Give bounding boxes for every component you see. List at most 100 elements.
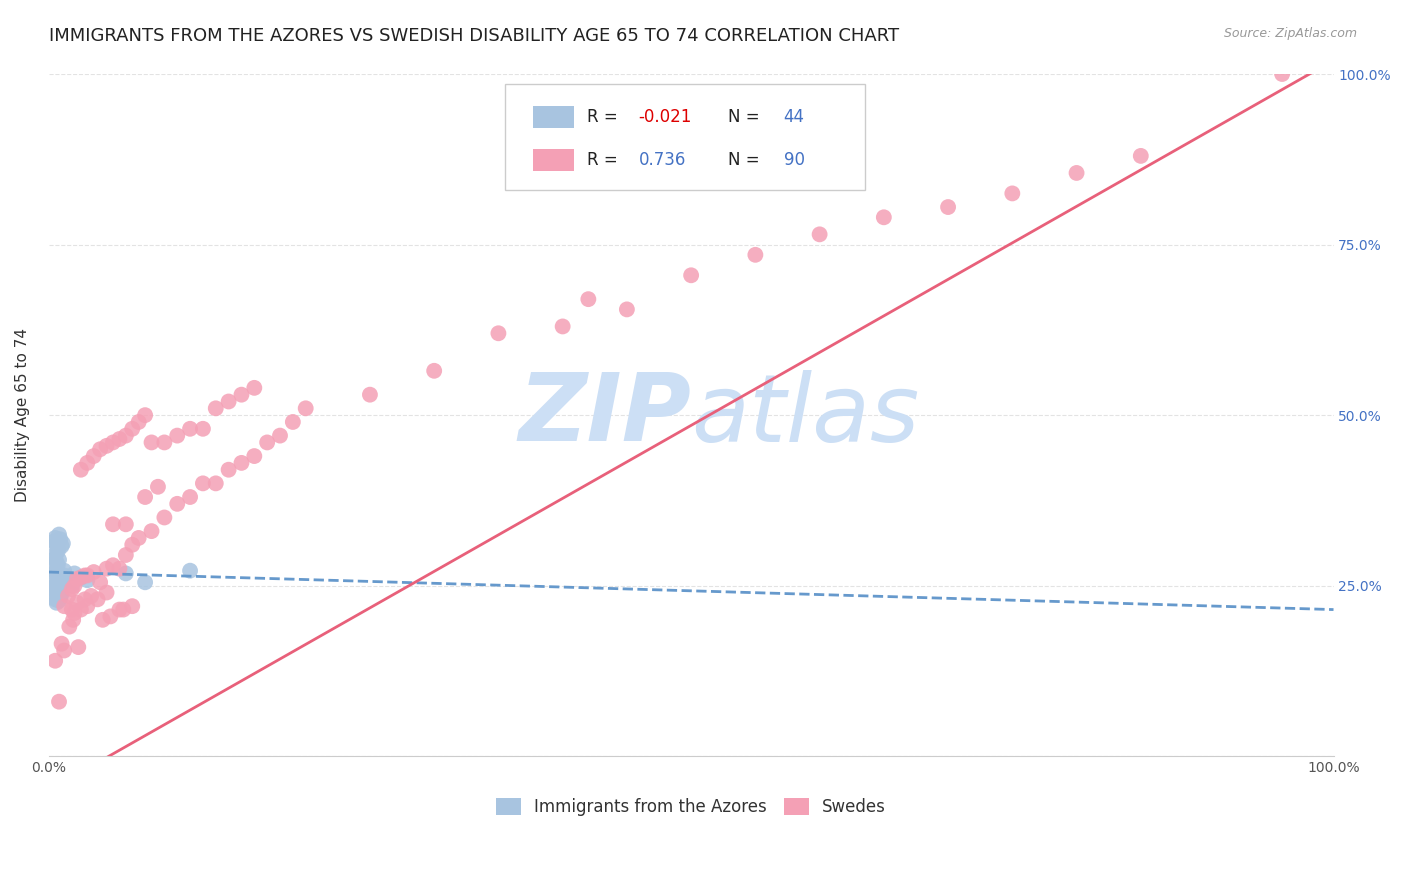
Point [191,476,214,491]
Point [41,580,63,594]
Point [141,524,163,538]
Point [73,568,96,582]
Point [86,592,108,607]
Bar [533,149,574,171]
Point [60,579,83,593]
Point [191,422,214,436]
Point [141,435,163,450]
Point [101,435,124,450]
Bar [533,106,574,128]
Point [121,538,143,552]
Point [359,387,381,401]
Point [153,510,176,524]
Point [45,538,67,552]
Text: 90: 90 [783,151,804,169]
Point [55,572,77,586]
Point [44,565,66,579]
Point [134,490,156,504]
Point [204,476,226,491]
Point [53,643,76,657]
Point [744,248,766,262]
Point [121,422,143,436]
Point [243,449,266,463]
Point [44,531,66,545]
Point [48,695,70,709]
Point [62,613,84,627]
Point [873,211,896,225]
Point [153,435,176,450]
Point [51,637,73,651]
Point [49,591,72,605]
Point [48,527,70,541]
Text: atlas: atlas [692,369,920,460]
Point [53,564,76,578]
Point [166,428,188,442]
Point [45,579,67,593]
Point [48,572,70,586]
Point [51,573,73,587]
Point [1129,149,1152,163]
Point [96,439,118,453]
Point [44,551,66,566]
Point [48,593,70,607]
Point [936,200,959,214]
Point [808,227,831,242]
Point [56,589,79,603]
Point [231,387,253,401]
Point [44,592,66,607]
Point [134,408,156,422]
Point [100,609,122,624]
Point [83,449,105,463]
Point [243,381,266,395]
Point [49,533,72,547]
Point [616,302,638,317]
Text: IMMIGRANTS FROM THE AZORES VS SWEDISH DISABILITY AGE 65 TO 74 CORRELATION CHART: IMMIGRANTS FROM THE AZORES VS SWEDISH DI… [49,27,900,45]
Point [63,579,86,593]
Point [66,572,89,586]
Point [108,602,131,616]
Point [166,497,188,511]
Text: 0.736: 0.736 [638,151,686,169]
Point [269,428,291,442]
Point [66,596,89,610]
Point [42,548,65,562]
Point [60,582,83,596]
Point [45,568,67,582]
Point [89,575,111,590]
Point [128,531,150,545]
Point [179,422,201,436]
Point [576,292,599,306]
Point [486,326,509,341]
Point [51,539,73,553]
Point [58,620,80,634]
Y-axis label: Disability Age 65 to 74: Disability Age 65 to 74 [15,328,30,502]
Point [45,555,67,569]
Point [281,415,304,429]
Point [48,553,70,567]
Point [91,613,114,627]
Point [681,268,703,283]
Point [114,428,136,442]
Point [52,536,75,550]
Point [114,566,136,581]
Point [256,435,278,450]
Point [96,561,118,575]
Point [73,592,96,607]
Point [76,599,98,614]
Point [44,582,66,596]
Point [42,589,65,603]
Point [146,480,169,494]
Point [96,585,118,599]
Text: R =: R = [588,108,623,126]
Point [1271,67,1294,81]
Point [44,654,66,668]
Point [76,456,98,470]
Text: N =: N = [728,108,765,126]
Point [218,394,240,409]
Point [46,585,69,599]
Text: R =: R = [588,151,623,169]
Point [204,401,226,416]
Point [128,415,150,429]
Point [51,587,73,601]
Point [63,606,86,620]
